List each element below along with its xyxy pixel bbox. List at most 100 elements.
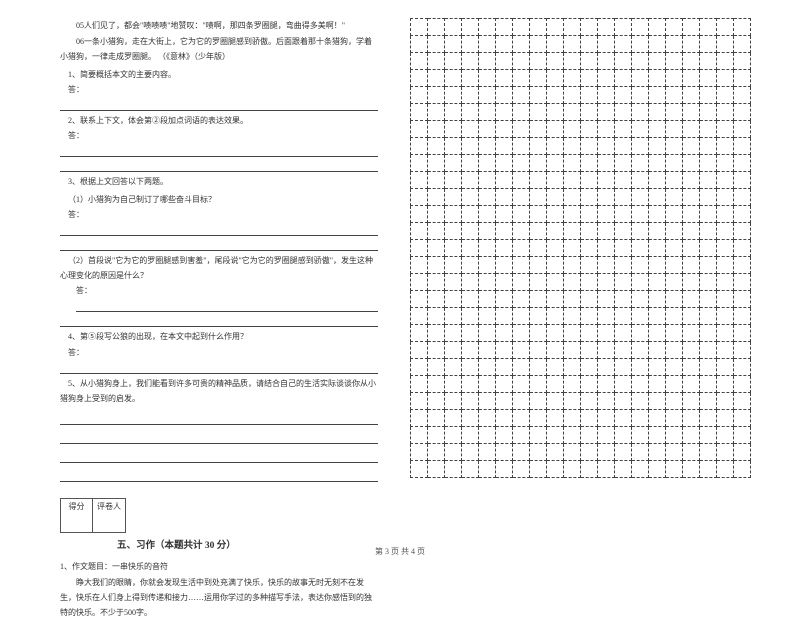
grid-cell[interactable] (614, 87, 631, 104)
grid-cell[interactable] (631, 155, 648, 172)
grid-cell[interactable] (563, 359, 580, 376)
grid-cell[interactable] (682, 308, 699, 325)
grid-cell[interactable] (512, 36, 529, 53)
grid-cell[interactable] (461, 308, 478, 325)
grid-cell[interactable] (580, 206, 597, 223)
grid-cell[interactable] (427, 53, 444, 70)
grid-cell[interactable] (580, 427, 597, 444)
grid-cell[interactable] (495, 291, 512, 308)
grid-cell[interactable] (563, 53, 580, 70)
grid-cell[interactable] (631, 359, 648, 376)
grid-cell[interactable] (444, 325, 461, 342)
grid-cell[interactable] (716, 427, 733, 444)
grid-cell[interactable] (512, 342, 529, 359)
grid-cell[interactable] (529, 342, 546, 359)
grid-cell[interactable] (682, 240, 699, 257)
grid-cell[interactable] (461, 206, 478, 223)
grid-cell[interactable] (563, 70, 580, 87)
grid-cell[interactable] (597, 308, 614, 325)
grid-cell[interactable] (478, 70, 495, 87)
grid-cell[interactable] (631, 87, 648, 104)
grid-cell[interactable] (716, 104, 733, 121)
grid-cell[interactable] (648, 87, 665, 104)
grid-cell[interactable] (410, 342, 427, 359)
grid-cell[interactable] (699, 291, 716, 308)
grid-cell[interactable] (631, 172, 648, 189)
grid-cell[interactable] (580, 87, 597, 104)
grid-cell[interactable] (461, 121, 478, 138)
grid-cell[interactable] (546, 291, 563, 308)
grid-cell[interactable] (444, 172, 461, 189)
grid-cell[interactable] (495, 444, 512, 461)
grid-cell[interactable] (495, 104, 512, 121)
grid-cell[interactable] (648, 155, 665, 172)
grid-cell[interactable] (512, 461, 529, 478)
grid-cell[interactable] (410, 291, 427, 308)
grid-cell[interactable] (410, 53, 427, 70)
grid-cell[interactable] (410, 427, 427, 444)
grid-cell[interactable] (444, 121, 461, 138)
grid-cell[interactable] (427, 291, 444, 308)
grid-cell[interactable] (495, 53, 512, 70)
grid-cell[interactable] (631, 257, 648, 274)
grid-cell[interactable] (580, 121, 597, 138)
grid-cell[interactable] (665, 206, 682, 223)
grid-cell[interactable] (733, 257, 750, 274)
grid-cell[interactable] (444, 274, 461, 291)
grid-cell[interactable] (648, 410, 665, 427)
grid-cell[interactable] (614, 206, 631, 223)
grid-cell[interactable] (733, 189, 750, 206)
grid-cell[interactable] (580, 155, 597, 172)
grid-cell[interactable] (580, 325, 597, 342)
grid-cell[interactable] (580, 19, 597, 36)
grid-cell[interactable] (512, 87, 529, 104)
grid-cell[interactable] (410, 19, 427, 36)
answer-line[interactable] (60, 98, 378, 111)
grid-cell[interactable] (563, 444, 580, 461)
grid-cell[interactable] (546, 189, 563, 206)
grid-cell[interactable] (529, 121, 546, 138)
grid-cell[interactable] (699, 257, 716, 274)
grid-cell[interactable] (410, 274, 427, 291)
grid-cell[interactable] (478, 53, 495, 70)
grid-cell[interactable] (716, 257, 733, 274)
grid-cell[interactable] (495, 36, 512, 53)
grid-cell[interactable] (444, 206, 461, 223)
grid-cell[interactable] (699, 189, 716, 206)
grid-cell[interactable] (512, 70, 529, 87)
grid-cell[interactable] (665, 410, 682, 427)
grid-cell[interactable] (665, 325, 682, 342)
grid-cell[interactable] (580, 359, 597, 376)
grid-cell[interactable] (444, 308, 461, 325)
grid-cell[interactable] (427, 70, 444, 87)
grid-cell[interactable] (665, 155, 682, 172)
grid-cell[interactable] (716, 291, 733, 308)
grid-cell[interactable] (580, 223, 597, 240)
grid-cell[interactable] (682, 274, 699, 291)
grid-cell[interactable] (682, 444, 699, 461)
grid-cell[interactable] (546, 240, 563, 257)
grid-cell[interactable] (563, 138, 580, 155)
grid-cell[interactable] (699, 410, 716, 427)
grid-cell[interactable] (546, 257, 563, 274)
grid-cell[interactable] (699, 121, 716, 138)
grid-cell[interactable] (631, 121, 648, 138)
grid-cell[interactable] (495, 274, 512, 291)
grid-cell[interactable] (597, 206, 614, 223)
grid-cell[interactable] (631, 444, 648, 461)
grid-cell[interactable] (648, 325, 665, 342)
grid-cell[interactable] (665, 444, 682, 461)
grid-cell[interactable] (648, 138, 665, 155)
answer-line[interactable] (60, 412, 378, 425)
grid-cell[interactable] (444, 223, 461, 240)
grid-cell[interactable] (444, 461, 461, 478)
grid-cell[interactable] (546, 121, 563, 138)
grid-cell[interactable] (495, 189, 512, 206)
grid-cell[interactable] (699, 342, 716, 359)
grid-cell[interactable] (614, 308, 631, 325)
grid-cell[interactable] (427, 36, 444, 53)
grid-cell[interactable] (461, 359, 478, 376)
grid-cell[interactable] (648, 19, 665, 36)
grid-cell[interactable] (478, 240, 495, 257)
grid-cell[interactable] (580, 308, 597, 325)
